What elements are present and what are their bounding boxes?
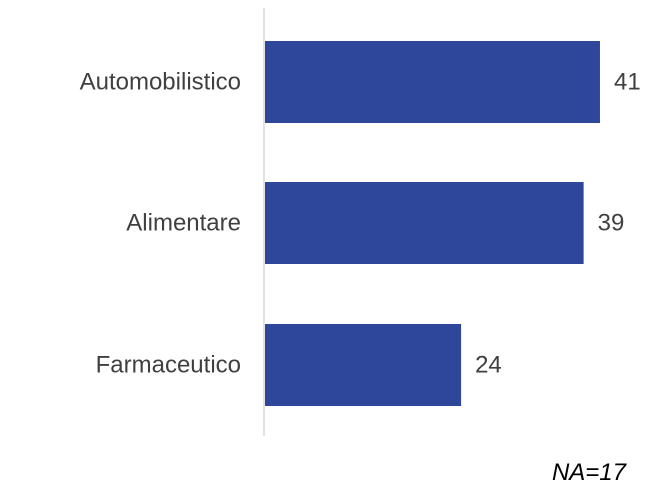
category-label-alimentare: Alimentare [126, 210, 241, 237]
category-label-farmaceutico: Farmaceutico [96, 352, 241, 379]
bar-automobilistico [265, 41, 600, 123]
value-label-farmaceutico: 24 [475, 352, 502, 379]
sample-size-note: NA=17 [551, 459, 626, 486]
labels-layer: Automobilistico 41 Alimentare 39 Farmaceutic… [80, 69, 641, 379]
bar-farmaceutico [265, 324, 462, 406]
bar-alimentare [265, 182, 584, 264]
bars-layer [265, 41, 600, 406]
value-label-alimentare: 39 [598, 210, 625, 237]
value-label-automobilistico: 41 [614, 69, 641, 96]
category-label-automobilistico: Automobilistico [80, 69, 241, 96]
